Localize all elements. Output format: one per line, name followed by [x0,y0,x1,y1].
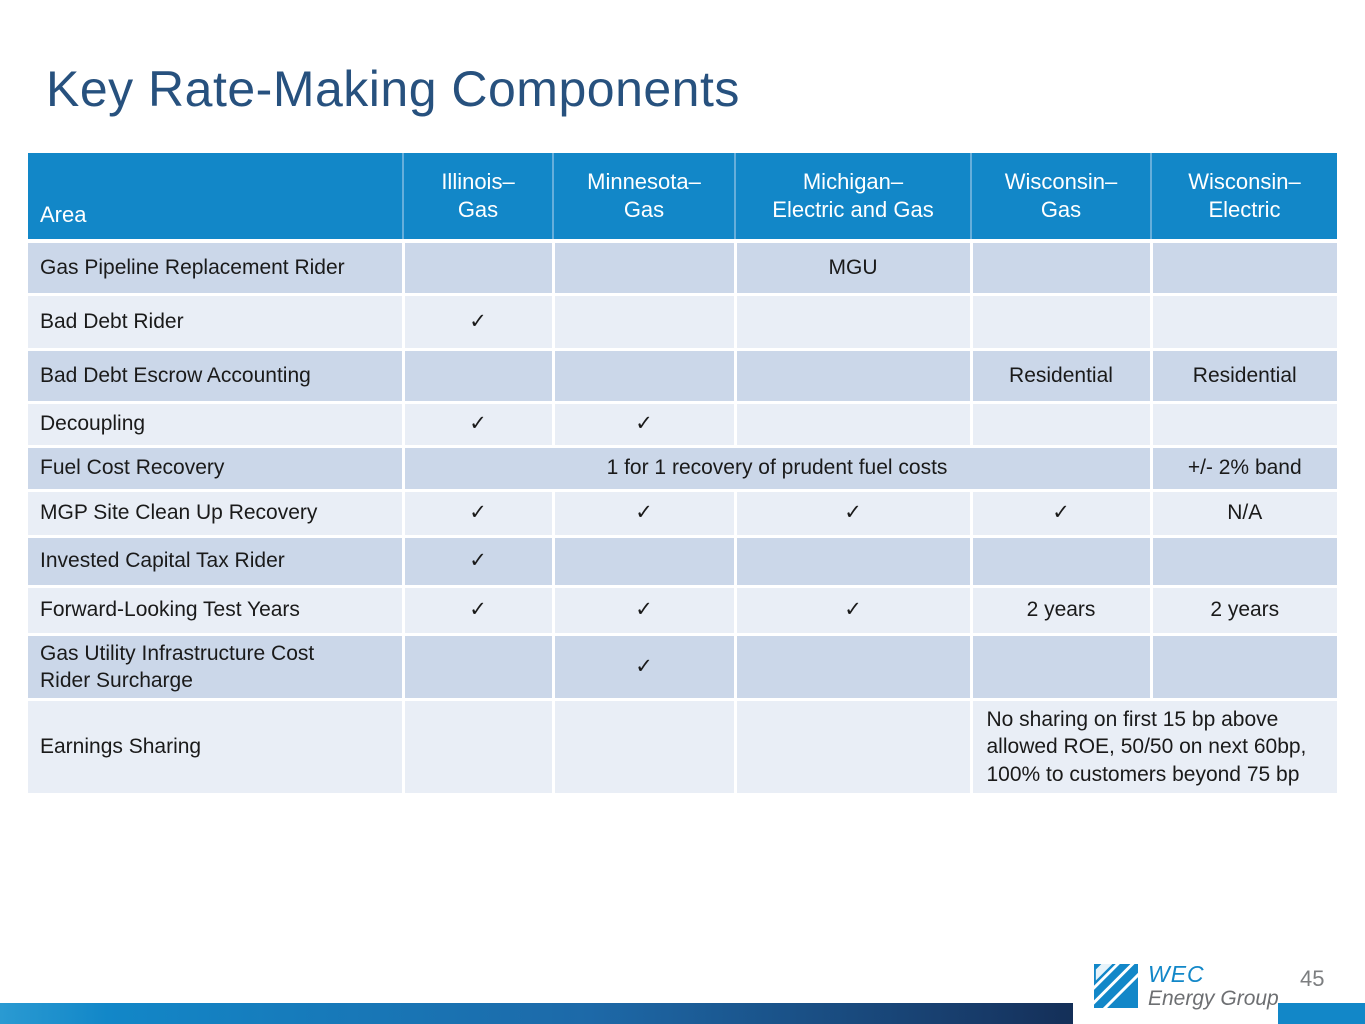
wec-logo-line1: WEC [1148,961,1205,987]
empty-cell [1151,402,1337,448]
table-row: Earnings Sharing No sharing on first 15 b… [28,699,1337,797]
footer-gradient-bar [0,1003,1073,1024]
value-cell: N/A [1151,490,1337,538]
empty-cell [971,634,1153,702]
value-cell: Residential [971,349,1153,404]
column-header-area: Area [28,153,404,243]
column-header: Wisconsin– Electric [1151,153,1337,243]
value-cell: 1 for 1 recovery of prudent fuel costs [403,446,1153,492]
empty-cell [1151,294,1337,351]
table-row: Gas Pipeline Replacement Rider MGU [28,241,1337,296]
empty-cell [971,241,1153,296]
empty-cell [553,241,737,296]
empty-cell [735,536,973,588]
page-title: Key Rate-Making Components [46,61,740,117]
table-row: Forward-Looking Test Years ✓ ✓ ✓ 2 years 2 ye… [28,586,1337,636]
empty-cell [403,349,555,404]
value-cell: No sharing on first 15 bp above allowed … [971,699,1337,797]
page-number: 45 [1300,966,1325,991]
table-row: Gas Utility Infrastructure Cost Rider Su… [28,634,1337,702]
empty-cell [971,536,1153,588]
column-header: Illinois– Gas [403,153,554,243]
empty-cell [1151,241,1337,296]
empty-cell [553,699,737,797]
table-header: Area Illinois– Gas Minnesota– Gas Michigan–… [28,153,1337,243]
empty-cell [735,699,973,797]
empty-cell [971,294,1153,351]
checkmark-cell: ✓ [971,490,1153,538]
empty-cell [553,349,737,404]
checkmark-cell: ✓ [553,402,737,448]
footer-accent-block [1278,1003,1365,1024]
empty-cell [735,349,973,404]
row-label: Gas Utility Infrastructure Cost Rider Su… [28,634,405,702]
row-label: Fuel Cost Recovery [28,446,405,492]
wec-energy-group-logo: WEC Energy Group [1094,963,1279,1009]
row-label: Earnings Sharing [28,699,405,797]
table-row: MGP Site Clean Up Recovery ✓ ✓ ✓ ✓ N/A [28,490,1337,538]
checkmark-cell: ✓ [403,294,555,351]
table-row: Bad Debt Rider ✓ [28,294,1337,351]
wec-logo-text: WEC Energy Group [1148,961,1279,1010]
checkmark-cell: ✓ [403,490,555,538]
table-row: Decoupling ✓ ✓ [28,402,1337,448]
value-cell: Residential [1151,349,1337,404]
row-label: MGP Site Clean Up Recovery [28,490,405,538]
table-header-row: Area Illinois– Gas Minnesota– Gas Michigan–… [28,153,1337,243]
empty-cell [971,402,1153,448]
empty-cell [403,241,555,296]
row-label: Decoupling [28,402,405,448]
checkmark-cell: ✓ [553,586,737,636]
checkmark-cell: ✓ [403,586,555,636]
checkmark-cell: ✓ [553,634,737,702]
checkmark-cell: ✓ [403,536,555,588]
row-label: Invested Capital Tax Rider [28,536,405,588]
checkmark-cell: ✓ [735,586,973,636]
column-header: Michigan– Electric and Gas [735,153,972,243]
empty-cell [735,402,973,448]
checkmark-cell: ✓ [735,490,973,538]
table-row: Bad Debt Escrow Accounting Residential Res… [28,349,1337,404]
rate-making-components-table: Area Illinois– Gas Minnesota– Gas Michigan–… [28,153,1337,797]
empty-cell [553,294,737,351]
value-cell: +/- 2% band [1151,446,1337,492]
empty-cell [553,536,737,588]
empty-cell [1151,536,1337,588]
wec-logo-line2: Energy Group [1148,987,1279,1010]
value-cell: MGU [735,241,973,296]
checkmark-cell: ✓ [403,402,555,448]
row-label: Gas Pipeline Replacement Rider [28,241,405,296]
empty-cell [403,699,555,797]
table-row: Fuel Cost Recovery 1 for 1 recovery of pr… [28,446,1337,492]
row-label: Bad Debt Rider [28,294,405,351]
row-label: Bad Debt Escrow Accounting [28,349,405,404]
wec-logo-mark [1094,964,1138,1008]
empty-cell [735,634,973,702]
column-header: Wisconsin– Gas [971,153,1152,243]
value-cell: 2 years [1151,586,1337,636]
components-table-body: Gas Pipeline Replacement Rider MGU Bad Deb… [28,241,1337,797]
empty-cell [1151,634,1337,702]
column-header: Minnesota– Gas [553,153,736,243]
empty-cell [735,294,973,351]
checkmark-cell: ✓ [553,490,737,538]
row-label: Forward-Looking Test Years [28,586,405,636]
value-cell: 2 years [971,586,1153,636]
empty-cell [403,634,555,702]
table-row: Invested Capital Tax Rider ✓ [28,536,1337,588]
